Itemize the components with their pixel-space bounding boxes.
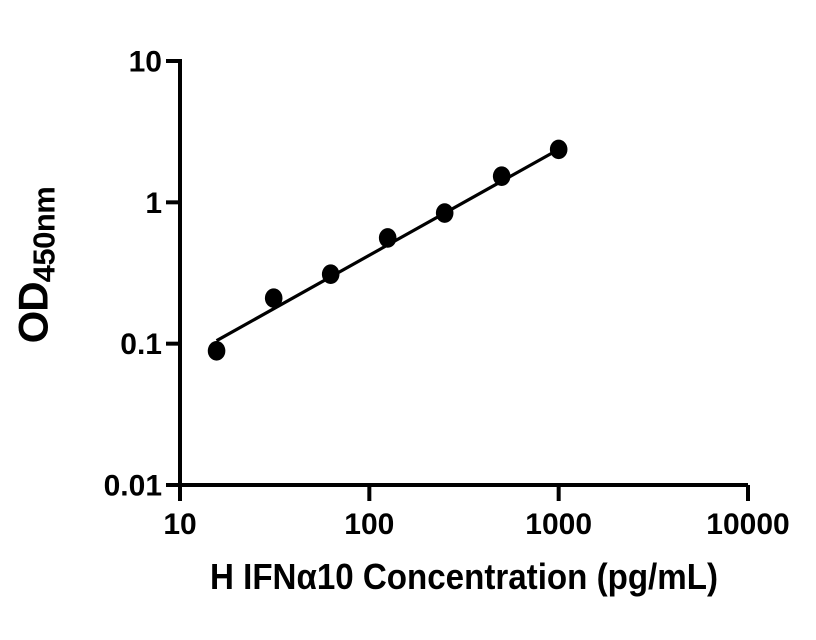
data-point <box>207 341 226 361</box>
data-point <box>435 203 454 223</box>
y-axis-title-main: OD <box>9 282 57 344</box>
y-axis-tick-label: 0.1 <box>120 328 162 361</box>
x-axis-tick-label: 100 <box>344 508 394 541</box>
x-axis-title: H IFNα10 Concentration (pg/mL) <box>210 556 718 597</box>
x-axis-tick-label: 1000 <box>525 508 592 541</box>
y-axis-tick-label: 1 <box>145 187 162 220</box>
data-point <box>378 228 397 248</box>
x-axis-tick-label: 10 <box>163 508 196 541</box>
y-axis-title: OD450nm <box>10 187 63 344</box>
data-point <box>264 288 283 308</box>
data-point <box>492 166 511 187</box>
data-point <box>321 264 340 285</box>
y-axis-tick-label: 10 <box>129 46 162 79</box>
x-axis-tick-label: 10000 <box>706 508 789 541</box>
y-axis-tick-label: 0.01 <box>104 470 162 503</box>
data-point <box>549 139 568 160</box>
y-axis-title-subscript: 450nm <box>26 186 62 283</box>
